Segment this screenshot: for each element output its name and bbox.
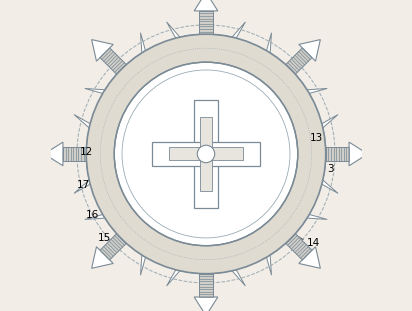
Polygon shape xyxy=(309,157,338,193)
Polygon shape xyxy=(74,157,103,193)
Polygon shape xyxy=(85,72,129,97)
Text: 3: 3 xyxy=(327,165,334,174)
Polygon shape xyxy=(299,39,321,61)
Polygon shape xyxy=(199,11,213,34)
Polygon shape xyxy=(286,48,312,74)
Polygon shape xyxy=(309,114,338,151)
Circle shape xyxy=(197,145,215,163)
Circle shape xyxy=(114,62,298,246)
Polygon shape xyxy=(199,117,213,191)
Polygon shape xyxy=(124,231,149,275)
Polygon shape xyxy=(263,33,288,77)
Text: 17: 17 xyxy=(77,180,90,190)
Polygon shape xyxy=(166,257,203,286)
Polygon shape xyxy=(349,142,368,166)
Polygon shape xyxy=(283,72,327,97)
Polygon shape xyxy=(100,48,126,74)
Polygon shape xyxy=(286,234,312,260)
Polygon shape xyxy=(63,147,86,161)
Polygon shape xyxy=(194,100,218,208)
Polygon shape xyxy=(74,114,103,151)
Text: 12: 12 xyxy=(80,147,93,157)
Polygon shape xyxy=(100,234,126,260)
Text: 14: 14 xyxy=(307,238,320,248)
Polygon shape xyxy=(152,142,260,166)
Polygon shape xyxy=(91,39,113,61)
Polygon shape xyxy=(169,147,243,160)
Polygon shape xyxy=(124,33,149,77)
Polygon shape xyxy=(326,147,349,161)
Polygon shape xyxy=(209,257,246,286)
Polygon shape xyxy=(283,211,327,236)
Polygon shape xyxy=(194,0,218,11)
Polygon shape xyxy=(85,211,129,236)
Wedge shape xyxy=(86,34,326,274)
Text: 13: 13 xyxy=(310,133,323,143)
Polygon shape xyxy=(166,22,203,51)
Polygon shape xyxy=(299,247,321,268)
Polygon shape xyxy=(209,22,246,51)
Polygon shape xyxy=(199,274,213,297)
Text: 16: 16 xyxy=(86,210,99,220)
Polygon shape xyxy=(91,247,113,268)
Polygon shape xyxy=(194,297,218,311)
Polygon shape xyxy=(44,142,63,166)
Polygon shape xyxy=(263,231,288,275)
Text: 15: 15 xyxy=(98,233,112,243)
